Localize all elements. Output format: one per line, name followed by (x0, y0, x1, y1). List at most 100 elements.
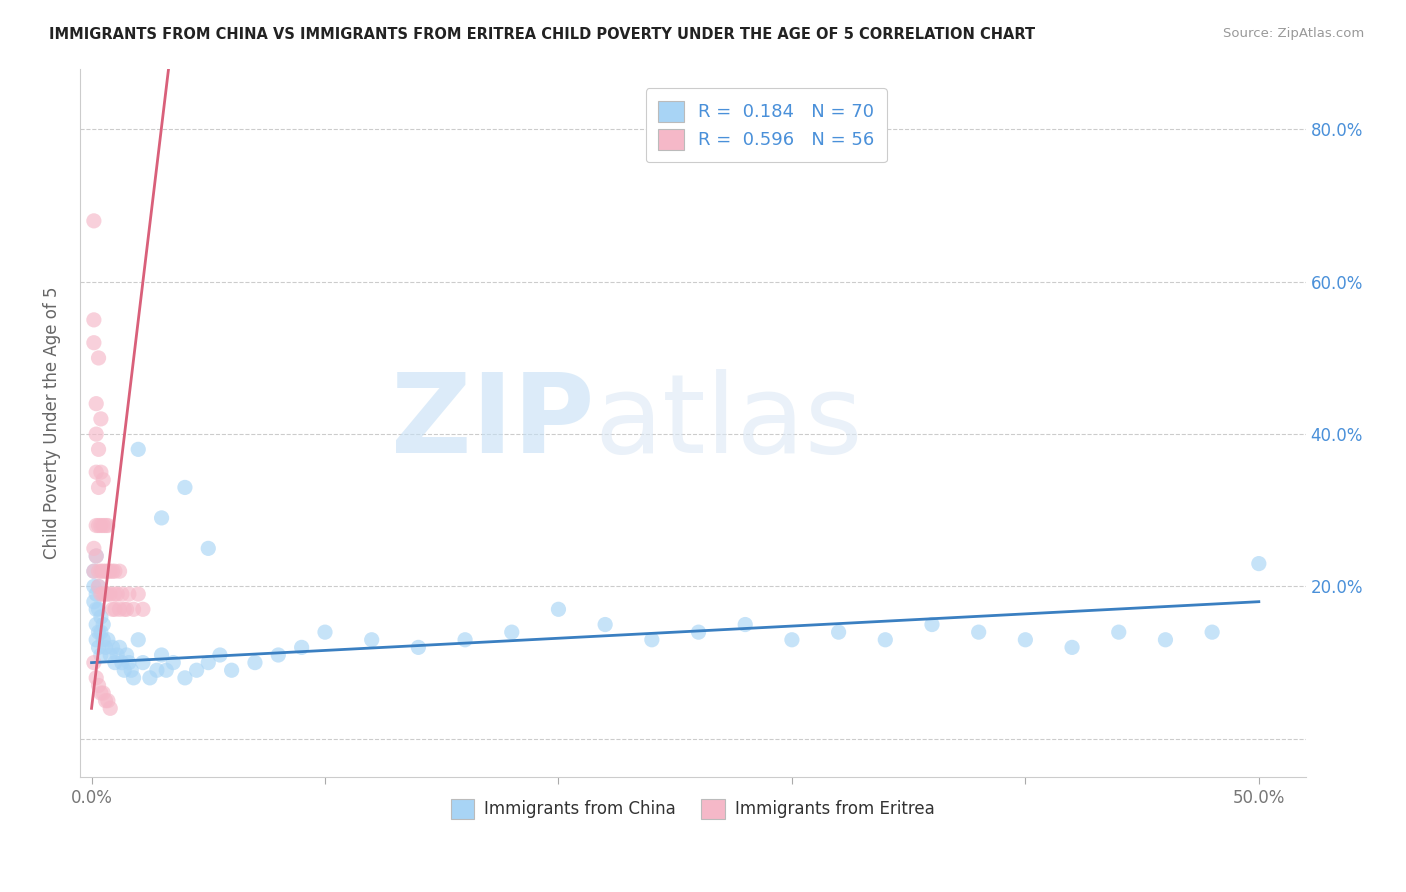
Text: Source: ZipAtlas.com: Source: ZipAtlas.com (1223, 27, 1364, 40)
Point (90, 610, 112, 624)
Point (115, 602, 138, 616)
Point (641, 632, 664, 647)
Point (84, 549, 107, 563)
Point (501, 625, 523, 640)
Point (197, 656, 219, 670)
Point (197, 541, 219, 556)
Point (84, 617, 107, 632)
Y-axis label: Child Poverty Under the Age of 5: Child Poverty Under the Age of 5 (44, 286, 60, 559)
Point (87, 602, 110, 616)
Point (122, 602, 145, 616)
Legend: Immigrants from China, Immigrants from Eritrea: Immigrants from China, Immigrants from E… (444, 793, 941, 825)
Point (111, 587, 134, 601)
Point (97, 564, 120, 578)
Point (98, 587, 121, 601)
Point (921, 617, 943, 632)
Point (83, 214, 105, 228)
Point (104, 564, 127, 578)
Point (83, 313, 105, 327)
Point (87, 351, 110, 365)
Point (87, 480, 110, 494)
Point (87, 579, 110, 593)
Point (91, 617, 114, 632)
Point (243, 656, 266, 670)
Point (83, 541, 105, 556)
Point (91, 473, 114, 487)
Point (83, 564, 105, 578)
Point (593, 617, 616, 632)
Point (174, 480, 197, 494)
Point (84, 397, 107, 411)
Text: atlas: atlas (595, 369, 863, 476)
Point (94, 564, 117, 578)
Point (127, 587, 149, 601)
Point (291, 640, 314, 655)
Point (97, 694, 120, 708)
Point (83, 595, 105, 609)
Text: IMMIGRANTS FROM CHINA VS IMMIGRANTS FROM ERITREA CHILD POVERTY UNDER THE AGE OF : IMMIGRANTS FROM CHINA VS IMMIGRANTS FROM… (49, 27, 1035, 42)
Point (98, 564, 121, 578)
Point (91, 632, 114, 647)
Point (90, 564, 112, 578)
Point (90, 686, 112, 700)
Point (87, 442, 110, 457)
Point (91, 686, 114, 700)
Point (780, 632, 803, 647)
Point (108, 564, 131, 578)
Point (84, 671, 107, 685)
Point (101, 640, 124, 655)
Point (174, 671, 197, 685)
Point (1201, 625, 1223, 640)
Point (108, 602, 131, 616)
Point (547, 602, 569, 616)
Point (97, 632, 120, 647)
Point (122, 671, 145, 685)
Point (139, 671, 162, 685)
Point (118, 656, 141, 670)
Point (105, 587, 128, 601)
Point (87, 564, 110, 578)
Point (87, 625, 110, 640)
Point (91, 587, 114, 601)
Point (108, 640, 131, 655)
Point (94, 694, 117, 708)
Point (91, 564, 114, 578)
Point (112, 602, 135, 616)
Point (84, 427, 107, 442)
Point (1108, 625, 1130, 640)
Point (734, 617, 756, 632)
Point (87, 678, 110, 692)
Point (90, 587, 112, 601)
Point (127, 442, 149, 457)
Point (1060, 640, 1083, 655)
Point (132, 602, 155, 616)
Point (150, 511, 173, 525)
Point (84, 465, 107, 479)
Point (94, 518, 117, 533)
Point (90, 648, 112, 662)
Point (90, 518, 112, 533)
Point (827, 625, 849, 640)
Point (150, 648, 173, 662)
Point (1247, 557, 1270, 571)
Point (221, 663, 243, 677)
Point (87, 640, 110, 655)
Point (120, 663, 142, 677)
Point (105, 648, 128, 662)
Point (267, 648, 290, 662)
Point (84, 587, 107, 601)
Point (104, 656, 127, 670)
Point (83, 335, 105, 350)
Point (186, 663, 208, 677)
Point (111, 656, 134, 670)
Point (84, 549, 107, 563)
Point (155, 663, 177, 677)
Point (454, 632, 477, 647)
Point (83, 564, 105, 578)
Point (146, 663, 169, 677)
Point (94, 640, 117, 655)
Point (84, 632, 107, 647)
Point (875, 632, 897, 647)
Point (104, 587, 127, 601)
Text: ZIP: ZIP (391, 369, 595, 476)
